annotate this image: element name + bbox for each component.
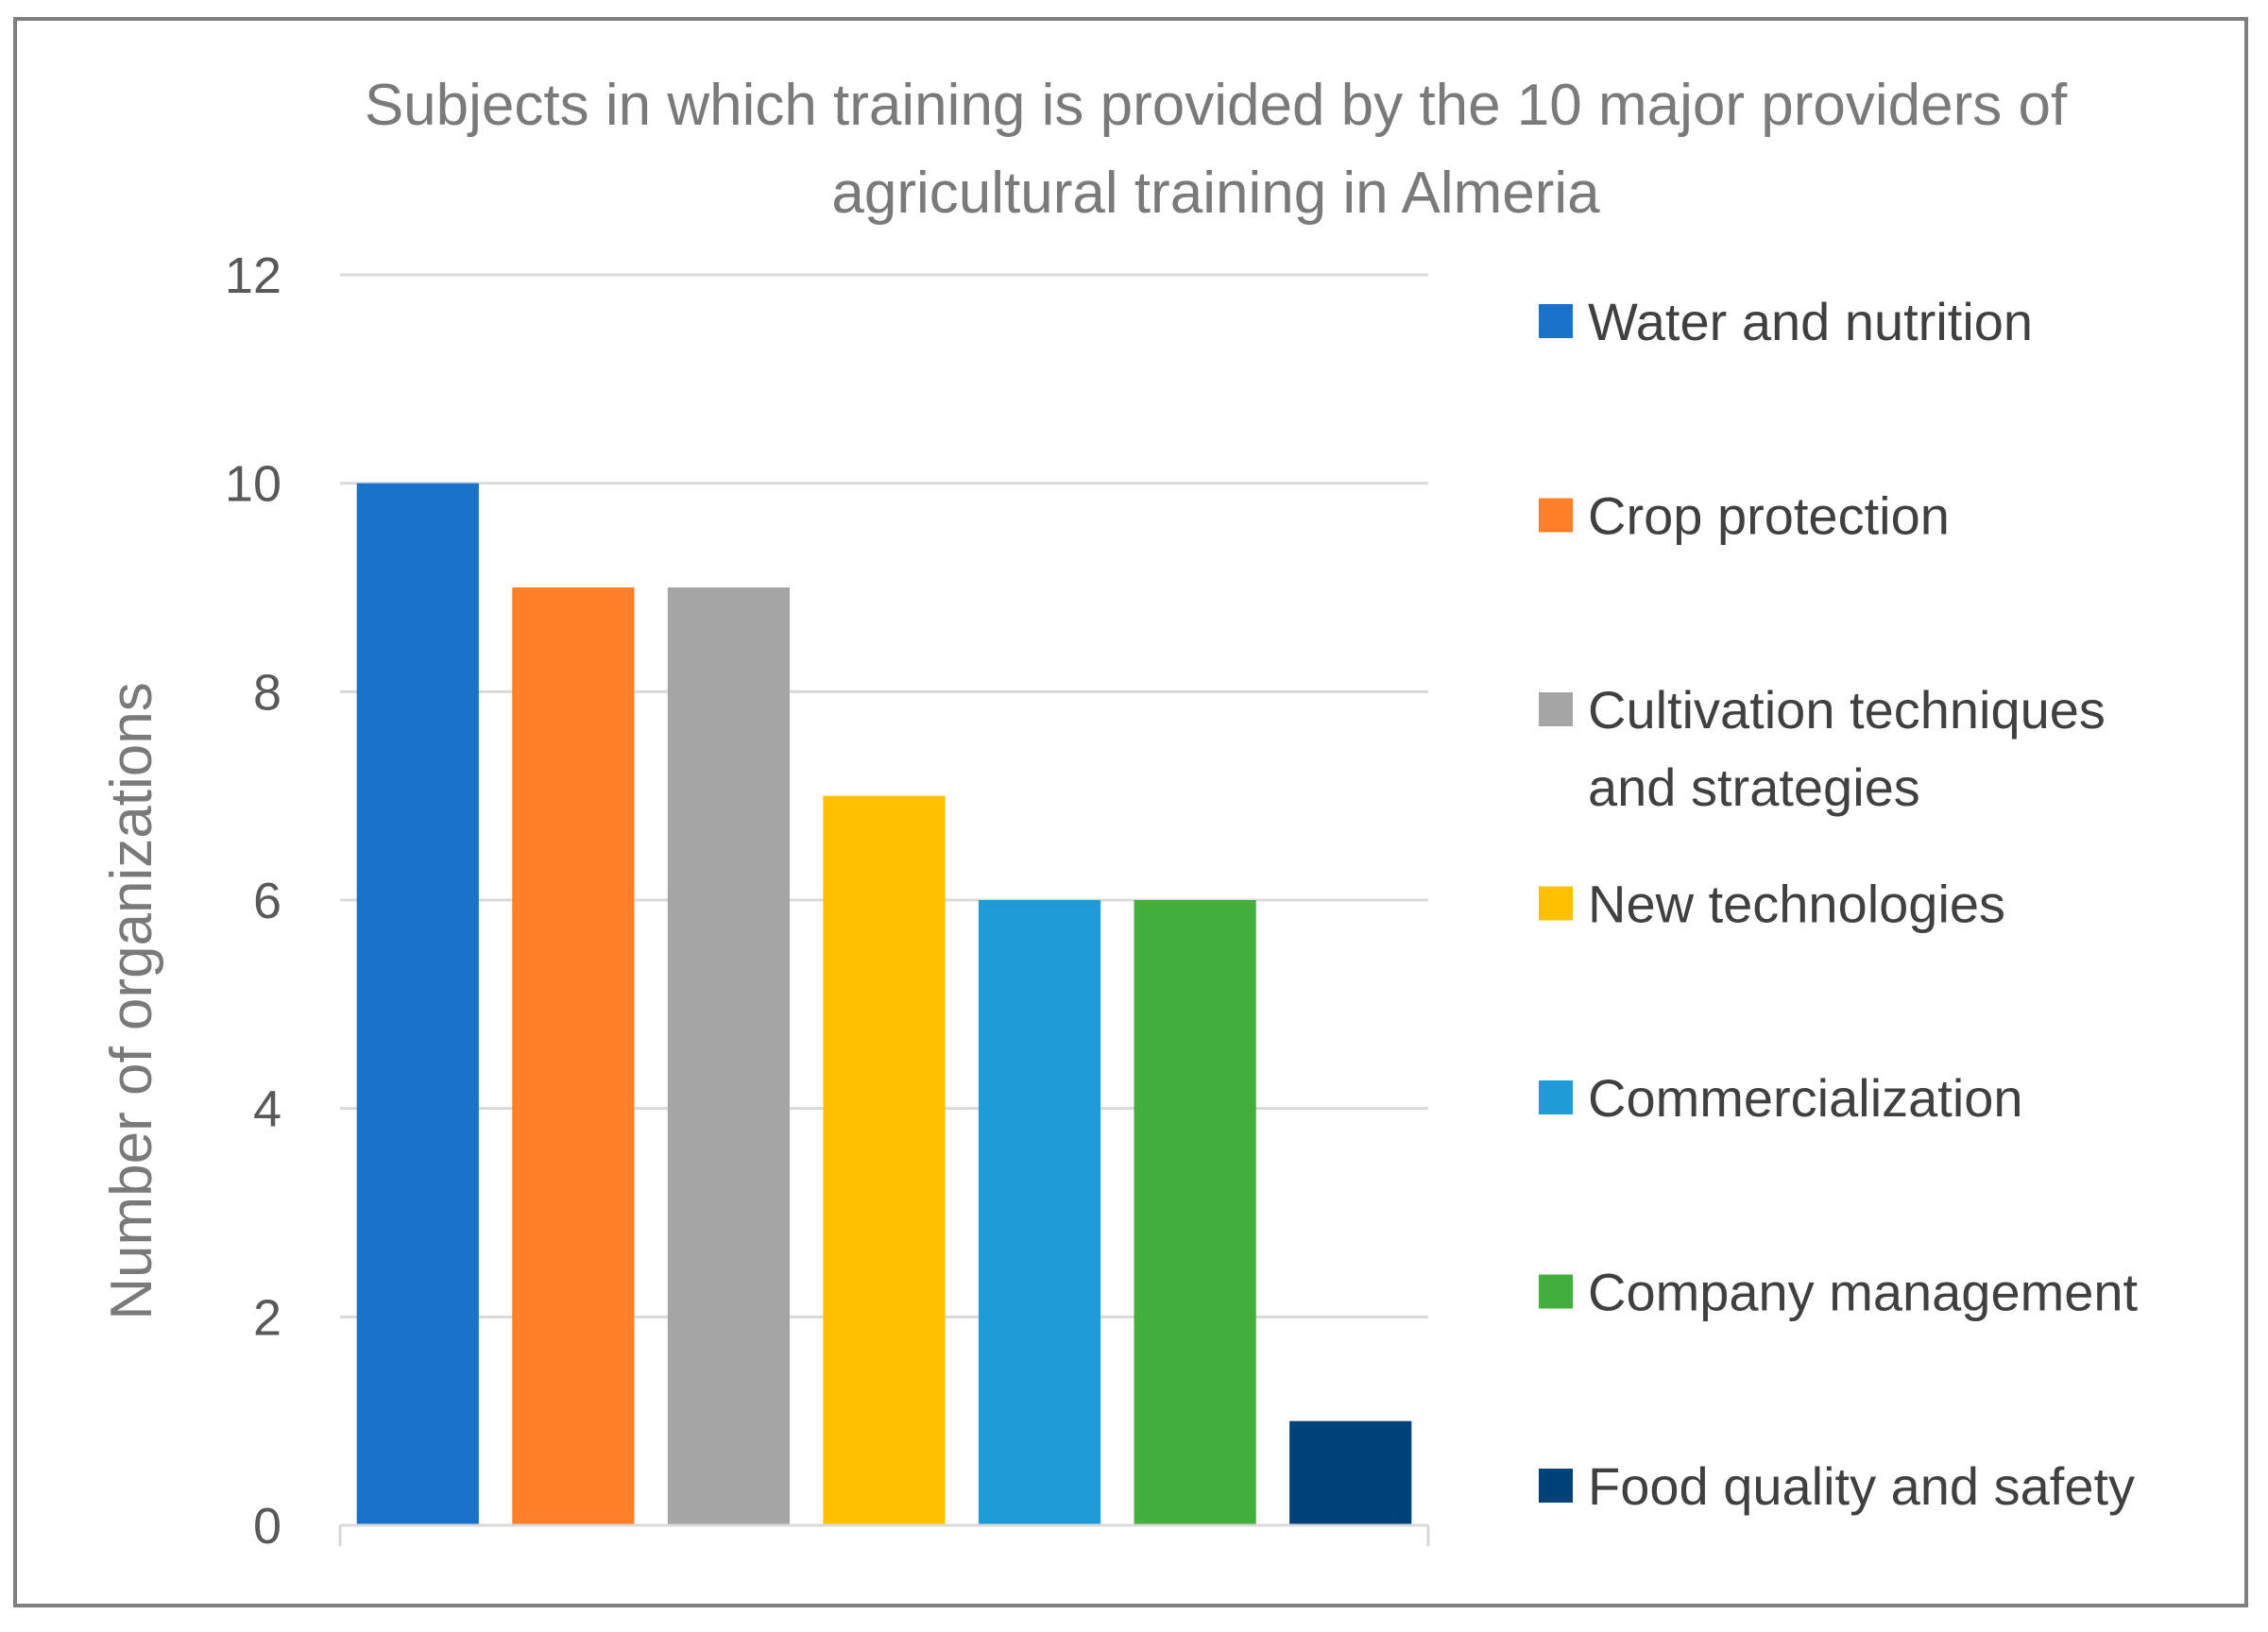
chart-title-line-2: agricultural training in Almeria (831, 161, 1600, 226)
legend-label-food-quality-and-safety: Food quality and safety (1588, 1456, 2135, 1516)
legend-swatch-water-and-nutrition (1539, 304, 1573, 338)
y-tick-label-0: 0 (253, 1498, 281, 1555)
legend-label-new-technologies: New technologies (1588, 875, 2005, 934)
legend-label-company-management: Company management (1588, 1263, 2139, 1322)
legend: Water and nutrition Crop protection Cultiv… (1539, 292, 2139, 1516)
chart-title-line-1: Subjects in which training is provided b… (365, 73, 2068, 138)
legend-swatch-food-quality-and-safety (1539, 1469, 1573, 1503)
legend-swatch-crop-protection (1539, 498, 1573, 533)
bar-company-management (1134, 900, 1256, 1525)
legend-swatch-company-management (1539, 1274, 1573, 1309)
legend-label-cultivation-techniques-and-strategies-line-2: and strategies (1588, 757, 1920, 817)
legend-label-water-and-nutrition: Water and nutrition (1588, 292, 2033, 351)
y-tick-label-2: 2 (253, 1289, 281, 1346)
y-tick-label-6: 6 (253, 873, 281, 929)
y-tick-label-8: 8 (253, 664, 281, 721)
legend-swatch-cultivation-techniques-and-strategies (1539, 692, 1573, 726)
bars (356, 483, 1412, 1526)
bar-commercialization (978, 900, 1101, 1525)
bar-water-and-nutrition (356, 483, 479, 1526)
legend-swatch-commercialization (1539, 1080, 1573, 1114)
legend-label-crop-protection: Crop protection (1588, 486, 1950, 546)
legend-label-cultivation-techniques-and-strategies-line-1: Cultivation techniques (1588, 680, 2106, 740)
bar-new-technologies (823, 795, 946, 1525)
bar-food-quality-and-safety (1289, 1420, 1412, 1525)
y-tick-label-4: 4 (253, 1081, 281, 1138)
y-axis-ticks: 0 2 4 6 8 10 12 (225, 247, 281, 1555)
bar-crop-protection (512, 587, 635, 1525)
bar-cultivation-techniques-and-strategies (667, 587, 791, 1525)
y-tick-label-12: 12 (225, 247, 281, 304)
y-tick-label-10: 10 (225, 456, 281, 513)
legend-label-commercialization: Commercialization (1588, 1068, 2023, 1128)
y-axis-label: Number of organizations (99, 682, 164, 1319)
legend-swatch-new-technologies (1539, 886, 1573, 921)
x-axis (338, 1523, 1430, 1546)
